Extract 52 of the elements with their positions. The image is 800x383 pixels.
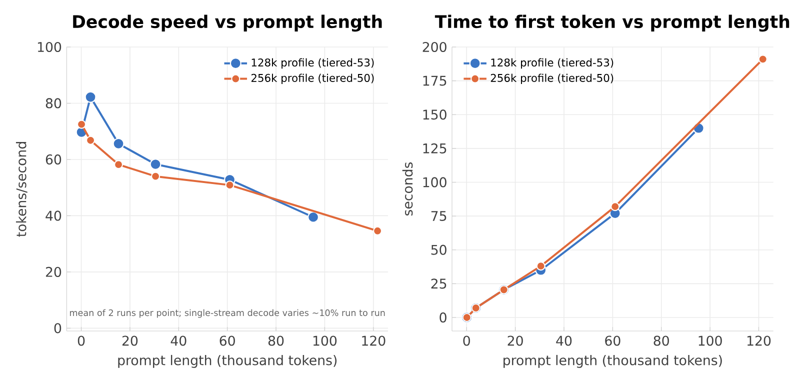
point	[112, 138, 124, 150]
point	[76, 120, 86, 129]
y-axis-title: seconds	[402, 162, 413, 216]
y-tick-label: 75	[431, 211, 446, 221]
point	[114, 160, 124, 170]
chart-title: Time to first token vs prompt length	[434, 14, 790, 32]
point	[758, 54, 768, 64]
y-tick-label: 175	[423, 76, 446, 86]
x-tick-label: 80	[654, 336, 669, 346]
x-axis-title: prompt length (thousand tokens)	[504, 354, 722, 368]
x-tick-label: 40	[556, 336, 572, 346]
y-axis-title: tokens/second	[16, 142, 28, 237]
point	[610, 202, 620, 212]
x-tick-label: 120	[362, 336, 386, 346]
legend-label: 128k profile (tiered-53)	[252, 58, 374, 69]
x-axis-title: prompt length (thousand tokens)	[118, 354, 337, 368]
y-tick-label: 125	[423, 143, 446, 154]
x-tick-label: 80	[268, 336, 284, 346]
y-tick-label: 100	[38, 42, 62, 52]
point	[225, 180, 234, 190]
annotation: mean of 2 runs per point; single-stream decode varies ~10% run to run	[70, 309, 385, 318]
legend-label: 128k profile (tiered-53)	[491, 58, 614, 69]
y-tick-label: 0	[54, 323, 62, 334]
x-tick-label: 100	[698, 336, 722, 346]
y-tick-label: 20	[46, 266, 62, 277]
y-tick-label: 80	[46, 98, 62, 108]
legend-label: 256k profile (tiered-50)	[251, 74, 374, 84]
point	[150, 158, 162, 170]
y-tick-label: 50	[431, 244, 446, 255]
y-tick-label: 25	[431, 278, 446, 289]
point	[86, 136, 96, 145]
x-tick-label: 40	[170, 336, 186, 346]
y-tick-label: 0	[440, 312, 446, 323]
x-tick-label: 100	[313, 336, 337, 346]
point	[308, 211, 319, 223]
x-tick-label: 120	[747, 336, 771, 346]
legend-label: 256k profile (tiered-50)	[490, 74, 614, 84]
x-tick-label: 0	[78, 336, 85, 346]
y-tick-label: 60	[46, 154, 62, 165]
point	[84, 91, 96, 103]
x-tick-label: 20	[508, 336, 523, 346]
chart-title: Decode speed vs prompt length	[73, 14, 382, 32]
y-tick-label: 100	[423, 177, 446, 188]
x-tick-label: 60	[605, 336, 620, 346]
point	[150, 172, 160, 181]
y-tick-label: 200	[422, 42, 446, 52]
point	[536, 262, 546, 271]
y-tick-label: 40	[46, 210, 62, 221]
x-tick-label: 0	[463, 336, 470, 346]
y-tick-label: 150	[423, 110, 446, 120]
x-tick-label: 60	[220, 336, 235, 346]
x-tick-label: 20	[122, 336, 138, 346]
